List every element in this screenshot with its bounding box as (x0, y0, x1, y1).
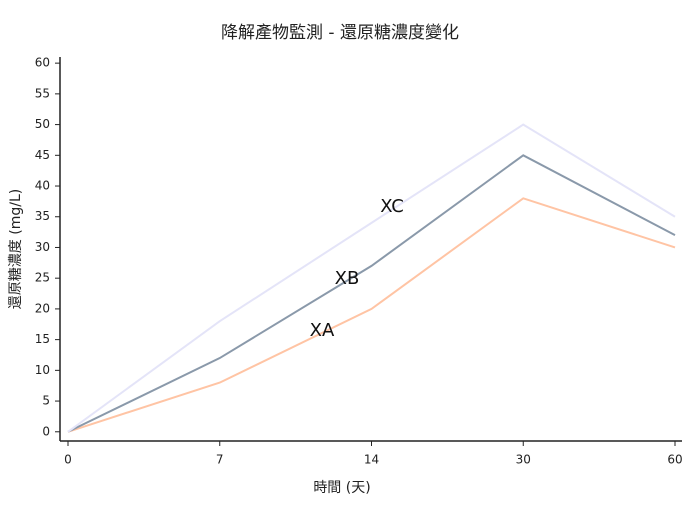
y-tick-label: 15 (35, 332, 50, 346)
y-tick-label: 60 (35, 56, 50, 70)
x-axis-label: 時間 (天) (313, 480, 370, 496)
y-tick-label: 20 (35, 301, 50, 315)
series-line (67, 154, 676, 433)
series-label: XC (380, 196, 404, 217)
series-label: XB (335, 268, 360, 289)
y-tick-label: 5 (42, 394, 50, 408)
series-line (67, 197, 676, 433)
y-tick-label: 55 (35, 86, 50, 100)
y-tick-label: 40 (35, 179, 50, 193)
y-tick-label: 30 (35, 240, 50, 254)
x-tick-label: 0 (64, 453, 72, 467)
x-tick-label: 7 (216, 453, 224, 467)
y-tick-label: 0 (42, 424, 50, 438)
x-tick-label: 14 (364, 453, 379, 467)
series-label: XA (310, 320, 335, 341)
y-tick-label: 50 (35, 117, 50, 131)
series-line (67, 123, 676, 433)
chart-title: 降解產物監測 - 還原糖濃度變化 (221, 23, 459, 43)
y-tick-label: 35 (35, 209, 50, 223)
y-tick-label: 10 (35, 363, 50, 377)
y-tick-label: 25 (35, 271, 50, 285)
x-tick-label: 60 (667, 453, 682, 467)
x-tick-label: 30 (516, 453, 531, 467)
y-axis-label: 還原糖濃度 (mg/L) (8, 189, 24, 309)
y-tick-label: 45 (35, 148, 50, 162)
